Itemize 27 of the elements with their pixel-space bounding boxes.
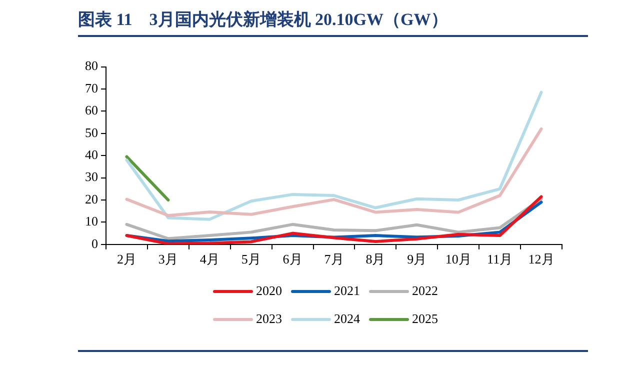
x-tick-label: 11月	[487, 252, 513, 267]
y-tick-label: 10	[85, 214, 98, 229]
x-tick-label: 4月	[200, 252, 220, 267]
x-tick-label: 6月	[282, 252, 302, 267]
y-tick-label: 80	[85, 58, 98, 74]
legend-label: 2024	[334, 311, 360, 327]
x-tick-label: 10月	[445, 252, 472, 267]
legend-label: 2020	[256, 283, 282, 299]
x-tick-label: 3月	[158, 252, 178, 267]
y-tick-label: 0	[92, 236, 98, 251]
legend-label: 2022	[412, 283, 438, 299]
y-tick-label: 20	[85, 191, 98, 206]
y-tick-label: 50	[85, 124, 98, 140]
y-tick-label: 70	[85, 80, 98, 96]
legend-label: 2025	[412, 311, 438, 327]
x-tick-label: 12月	[528, 252, 554, 267]
y-tick-label: 60	[85, 102, 98, 118]
x-tick-label: 5月	[241, 252, 261, 267]
x-tick-label: 2月	[116, 252, 136, 267]
y-tick-label: 40	[85, 147, 98, 162]
legend-label: 2023	[256, 311, 282, 327]
x-tick-label: 9月	[407, 252, 427, 267]
x-tick-label: 7月	[324, 252, 344, 267]
chart-title: 图表 11 3月国内光伏新增装机 20.10GW（GW）	[78, 8, 588, 37]
x-tick-label: 8月	[366, 252, 386, 267]
y-tick-label: 30	[85, 169, 98, 184]
legend-label: 2021	[334, 283, 360, 299]
